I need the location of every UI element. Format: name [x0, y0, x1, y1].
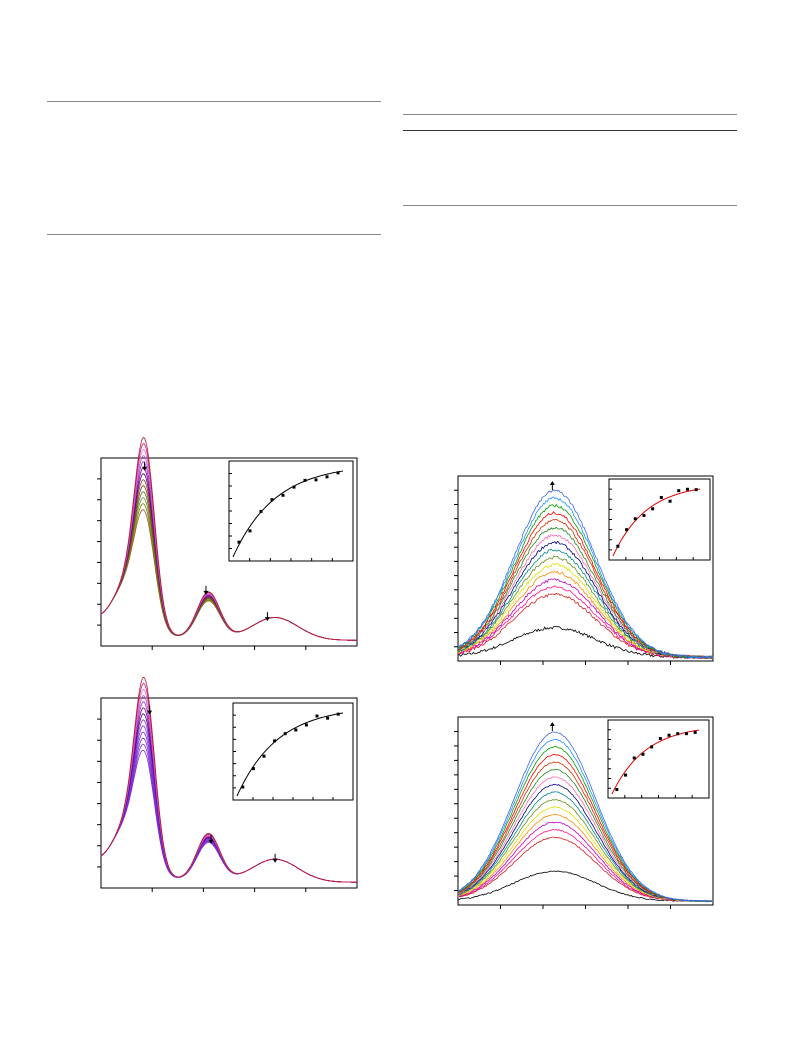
inset-frame	[607, 719, 710, 799]
inset-point	[677, 489, 681, 493]
arrow-head	[272, 858, 278, 863]
fit-curve	[236, 712, 344, 797]
plot-frame	[100, 697, 358, 889]
fit-curve	[611, 729, 700, 795]
inset-point	[651, 507, 655, 511]
inset-point	[304, 723, 308, 727]
inset-point	[667, 733, 671, 737]
spectrum-curve	[457, 534, 714, 660]
inset-point	[336, 471, 340, 475]
inset-point	[294, 728, 298, 732]
inset-point	[270, 498, 274, 502]
inset-point	[325, 475, 329, 479]
inset-point	[676, 732, 680, 736]
inset-point	[624, 773, 628, 777]
inset-point	[237, 540, 241, 544]
spectrum-curve	[458, 798, 714, 903]
inset-point	[693, 730, 697, 734]
spectrum-curve	[100, 676, 357, 883]
inset-point	[283, 732, 287, 736]
arrow-head	[147, 710, 153, 715]
spectrum-curve	[457, 563, 714, 660]
inset-point	[251, 767, 255, 771]
inset-point	[292, 485, 296, 489]
inset-point	[241, 785, 245, 789]
inset-point	[668, 499, 672, 503]
inset-point	[315, 714, 319, 718]
inset-point	[336, 712, 340, 716]
arrow-head	[203, 590, 209, 595]
inset-point	[615, 788, 619, 792]
inset-point	[314, 478, 318, 482]
arrow-head	[549, 722, 555, 726]
spectrum-curve	[458, 776, 714, 902]
inset-point	[641, 752, 645, 756]
inset-point	[281, 493, 285, 497]
inset-point	[625, 528, 629, 532]
inset-frame	[232, 702, 354, 801]
inset-point	[642, 513, 646, 517]
spectrum-curve	[457, 555, 714, 660]
inset-point	[326, 716, 330, 720]
inset-point	[659, 495, 663, 499]
inset-point	[259, 509, 263, 513]
spectrum-curve	[457, 489, 714, 660]
inset-point	[650, 745, 654, 749]
arrow-head	[264, 617, 270, 622]
arrow-head	[142, 466, 148, 471]
inset-frame	[228, 460, 354, 562]
spectrum-curve	[457, 731, 714, 902]
inset-point	[248, 529, 252, 533]
inset-point	[684, 732, 688, 736]
spectrum-curve	[457, 738, 714, 903]
inset-point	[303, 478, 307, 482]
spectrum-curve	[457, 503, 714, 659]
arrow-head	[208, 839, 214, 844]
fit-curve	[232, 470, 344, 558]
arrow-head	[549, 481, 555, 485]
inset-frame	[608, 478, 711, 561]
inset-point	[273, 739, 277, 743]
inset-point	[262, 754, 266, 758]
inset-point	[616, 544, 620, 548]
spectrum-curve	[100, 436, 357, 641]
rules	[47, 101, 737, 235]
inset-point	[632, 756, 636, 760]
inset-point	[694, 488, 698, 492]
plot-frame	[100, 457, 358, 647]
inset-point	[685, 487, 689, 491]
inset-point	[633, 517, 637, 521]
inset-point	[658, 737, 662, 741]
